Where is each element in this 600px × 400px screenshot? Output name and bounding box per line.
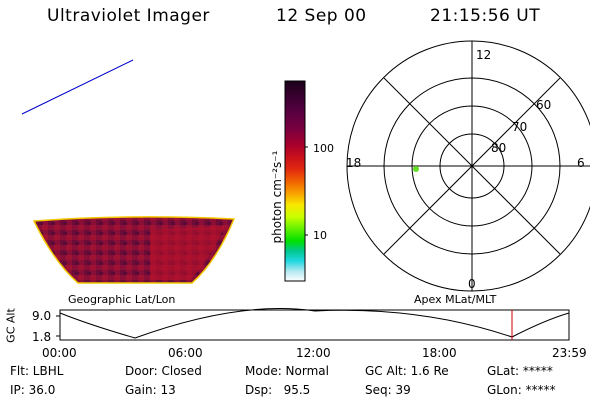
time-label: 21:15:56 UT xyxy=(430,6,541,26)
apex-panel-label: Apex MLat/MLT xyxy=(414,293,497,306)
colorbar-tick-100: 100 xyxy=(313,142,334,155)
intensity-colorbar xyxy=(284,80,308,282)
mode-status: Mode: Normal xyxy=(245,364,329,378)
dsp-status: Dsp: 95.5 xyxy=(245,383,311,397)
lat-label-70: 70 xyxy=(512,120,528,134)
geographic-image-panel xyxy=(21,59,236,284)
ip-status: IP: 36.0 xyxy=(10,383,56,397)
lat-label-80: 80 xyxy=(491,141,507,155)
date-label: 12 Sep 00 xyxy=(276,6,367,26)
gc-alt-status: GC Alt: 1.6 Re xyxy=(365,364,449,378)
door-status: Door: Closed xyxy=(125,364,202,378)
apex-polar-plot xyxy=(346,40,590,292)
seq-status: Seq: 39 xyxy=(365,383,411,397)
time-tick-1200: 12:00 xyxy=(296,346,331,360)
glon-status: GLon: ***** xyxy=(487,383,556,397)
mlt-label-0: 0 xyxy=(468,277,476,291)
time-tick-0600: 06:00 xyxy=(168,346,203,360)
window-title: Ultraviolet Imager xyxy=(47,6,210,26)
gain-status: Gain: 13 xyxy=(125,383,176,397)
filter-status: Flt: LBHL xyxy=(10,364,64,378)
time-tick-0000: 00:00 xyxy=(42,346,77,360)
time-tick-1800: 18:00 xyxy=(422,346,457,360)
colorbar-unit-label: photon cm⁻²s⁻¹ xyxy=(270,150,284,244)
satellite-position-marker xyxy=(413,166,419,172)
colorbar-tick-10: 10 xyxy=(313,229,327,242)
altitude-axis-title: GC Alt xyxy=(4,308,18,343)
orbit-track-line xyxy=(21,59,134,115)
mlt-label-12: 12 xyxy=(476,48,492,62)
glat-status: GLat: ***** xyxy=(487,364,553,378)
gc-altitude-plot xyxy=(56,308,570,341)
mlt-label-6: 6 xyxy=(577,156,585,170)
altitude-tick-9: 9.0 xyxy=(32,309,52,323)
lat-label-60: 60 xyxy=(536,98,552,112)
time-tick-2359: 23:59 xyxy=(552,346,587,360)
mlt-label-18: 18 xyxy=(346,156,362,170)
altitude-tick-1-8: 1.8 xyxy=(32,330,52,344)
geographic-panel-label: Geographic Lat/Lon xyxy=(68,293,176,306)
